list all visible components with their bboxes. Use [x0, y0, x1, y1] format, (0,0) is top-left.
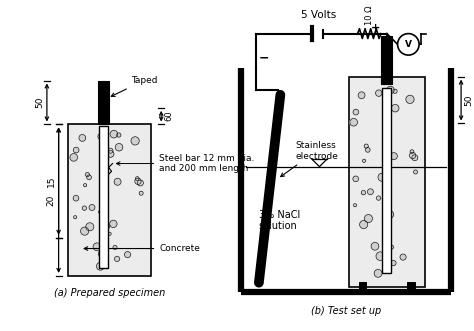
Text: (b) Test set up: (b) Test set up: [311, 306, 382, 316]
Circle shape: [367, 189, 374, 195]
Text: 3% NaCl
solution: 3% NaCl solution: [259, 210, 300, 231]
Text: 20: 20: [46, 195, 55, 206]
Circle shape: [86, 223, 94, 231]
Circle shape: [376, 252, 384, 260]
Circle shape: [406, 95, 414, 104]
Text: Stainless
electrode: Stainless electrode: [281, 141, 338, 177]
Circle shape: [376, 196, 381, 200]
Circle shape: [350, 118, 357, 126]
Circle shape: [115, 256, 119, 261]
Circle shape: [400, 254, 406, 260]
Circle shape: [99, 250, 107, 258]
Text: Concrete: Concrete: [84, 244, 200, 253]
Circle shape: [135, 178, 141, 184]
Circle shape: [410, 152, 416, 159]
Circle shape: [110, 130, 118, 138]
Circle shape: [390, 245, 393, 249]
Bar: [98, 80, 109, 124]
Bar: [99, 126, 108, 268]
Circle shape: [93, 243, 101, 251]
Circle shape: [385, 111, 390, 116]
Circle shape: [113, 245, 117, 250]
Circle shape: [100, 193, 109, 201]
Circle shape: [353, 109, 359, 115]
Circle shape: [374, 269, 382, 277]
Circle shape: [386, 211, 394, 218]
Bar: [383, 88, 391, 273]
Text: 10 Ω: 10 Ω: [365, 5, 374, 25]
Circle shape: [105, 224, 110, 229]
Circle shape: [136, 177, 139, 180]
Bar: [382, 35, 392, 84]
Circle shape: [137, 180, 143, 186]
Circle shape: [98, 133, 104, 140]
Text: Taped: Taped: [111, 76, 157, 96]
Bar: [358, 282, 366, 292]
Text: +: +: [371, 23, 381, 33]
Circle shape: [363, 159, 365, 163]
Text: 50: 50: [464, 94, 473, 106]
Circle shape: [125, 252, 131, 258]
Bar: [349, 76, 425, 287]
Circle shape: [410, 150, 414, 154]
Text: 15: 15: [46, 175, 55, 187]
Circle shape: [97, 262, 104, 270]
Text: Steel bar 12 mm dia.
and 200 mm length: Steel bar 12 mm dia. and 200 mm length: [117, 154, 255, 173]
Text: 60: 60: [164, 111, 173, 121]
Circle shape: [365, 148, 370, 152]
Circle shape: [73, 216, 77, 219]
Circle shape: [398, 34, 419, 55]
Circle shape: [361, 190, 365, 195]
Bar: [407, 282, 415, 292]
Circle shape: [385, 227, 388, 230]
Bar: [68, 124, 151, 276]
Circle shape: [375, 90, 382, 96]
Circle shape: [81, 227, 89, 235]
Circle shape: [114, 178, 121, 185]
Circle shape: [371, 242, 379, 250]
Circle shape: [413, 170, 418, 174]
Circle shape: [392, 105, 399, 112]
Circle shape: [79, 134, 86, 141]
Circle shape: [393, 89, 397, 93]
Text: (a) Prepared specimen: (a) Prepared specimen: [55, 288, 165, 298]
Circle shape: [115, 144, 123, 151]
Text: V: V: [405, 40, 412, 49]
Circle shape: [73, 147, 79, 153]
Circle shape: [99, 210, 103, 214]
Circle shape: [412, 155, 418, 161]
Circle shape: [83, 184, 87, 187]
Circle shape: [73, 195, 79, 201]
Text: 5 Volts: 5 Volts: [301, 10, 336, 20]
Circle shape: [108, 148, 113, 153]
Circle shape: [82, 206, 87, 210]
Circle shape: [109, 220, 117, 227]
Circle shape: [391, 260, 396, 266]
Text: −: −: [259, 52, 269, 65]
Circle shape: [85, 172, 90, 177]
Circle shape: [353, 176, 358, 182]
Circle shape: [131, 137, 139, 145]
Circle shape: [391, 153, 397, 160]
Circle shape: [107, 151, 114, 157]
Circle shape: [387, 86, 394, 94]
Circle shape: [358, 92, 365, 99]
Text: 50: 50: [35, 97, 44, 108]
Circle shape: [108, 232, 111, 235]
Circle shape: [365, 214, 373, 222]
Circle shape: [383, 216, 387, 220]
Circle shape: [70, 154, 78, 161]
Circle shape: [378, 173, 386, 181]
Circle shape: [139, 191, 143, 195]
Circle shape: [354, 204, 356, 207]
Circle shape: [87, 175, 91, 180]
Circle shape: [384, 114, 391, 121]
Circle shape: [364, 144, 368, 148]
Circle shape: [89, 205, 95, 211]
Circle shape: [117, 133, 121, 137]
Circle shape: [360, 220, 368, 229]
